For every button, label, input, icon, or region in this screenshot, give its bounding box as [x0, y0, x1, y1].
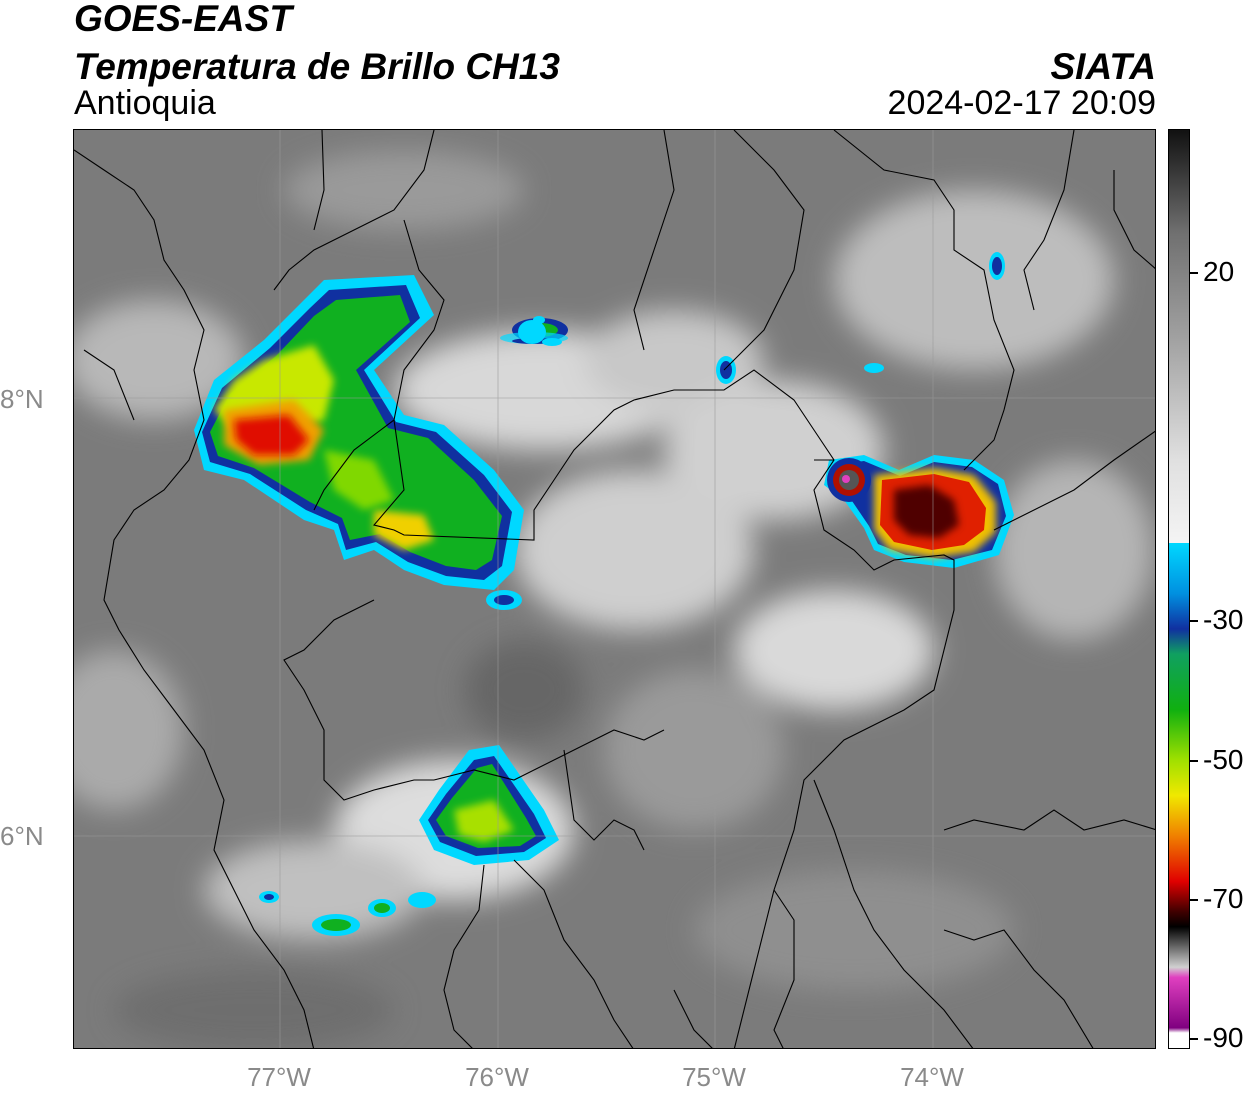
- colorbar: [1168, 129, 1190, 1049]
- colorbar-tick: [1190, 1038, 1198, 1040]
- colorbar-label-minus50: -50: [1203, 744, 1244, 775]
- satellite-map: [73, 129, 1156, 1049]
- lon-label-76w: 76°W: [465, 1062, 529, 1092]
- product-title: Temperatura de Brillo CH13: [74, 46, 560, 87]
- organization-label: SIATA: [1050, 46, 1156, 87]
- lat-label-6n: 6°N: [0, 821, 44, 851]
- colorbar-tick: [1190, 272, 1198, 274]
- lat-label-8n: 8°N: [0, 384, 44, 414]
- satellite-title: GOES-EAST: [74, 0, 292, 39]
- region-label: Antioquia: [74, 84, 216, 122]
- colorbar-tick: [1190, 760, 1198, 762]
- lon-label-77w: 77°W: [247, 1062, 311, 1092]
- colorbar-gradient: [1169, 130, 1189, 1048]
- graticule: [74, 130, 1155, 1048]
- colorbar-label-20: 20: [1203, 256, 1235, 287]
- colorbar-tick: [1190, 620, 1198, 622]
- map-canvas: [74, 130, 1155, 1048]
- colorbar-label-minus90: -90: [1203, 1022, 1244, 1053]
- lon-label-75w: 75°W: [682, 1062, 746, 1092]
- colorbar-tick: [1190, 899, 1198, 901]
- lon-label-74w: 74°W: [900, 1062, 964, 1092]
- colorbar-label-minus70: -70: [1203, 883, 1244, 914]
- storm-east: [824, 455, 1014, 568]
- boundaries: [74, 130, 1155, 1048]
- datetime-label: 2024-02-17 20:09: [887, 84, 1156, 122]
- colorbar-label-minus30: -30: [1203, 604, 1244, 635]
- storm-northwest: [194, 275, 524, 590]
